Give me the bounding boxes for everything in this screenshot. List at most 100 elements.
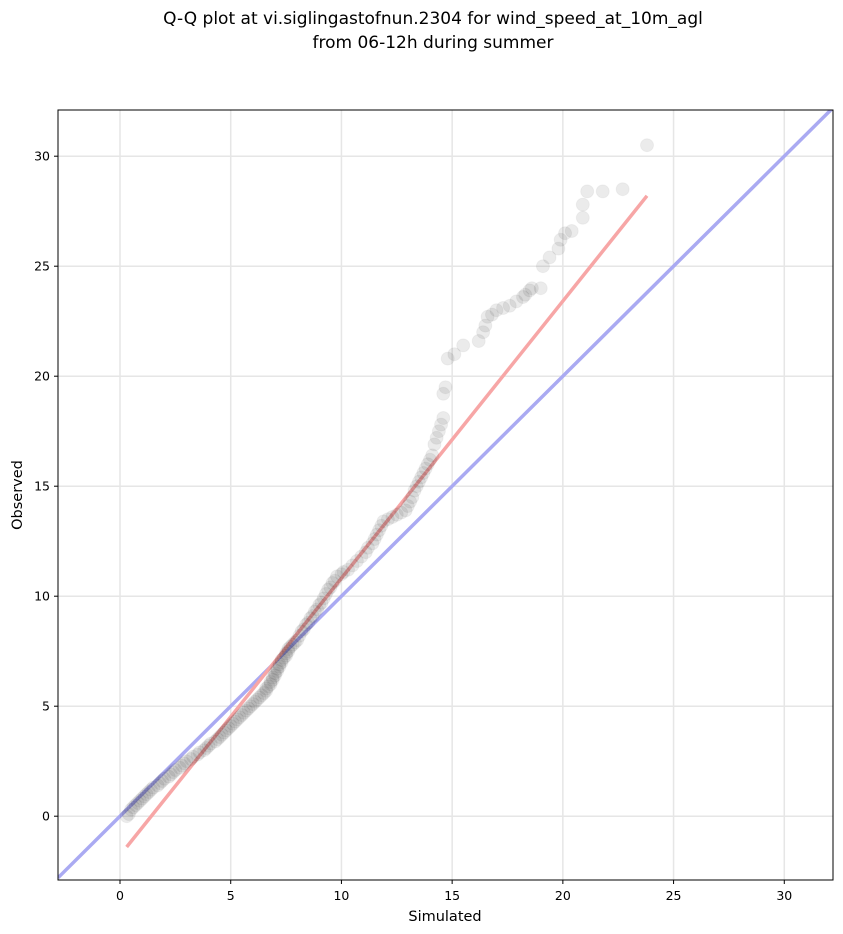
data-point [261,679,276,694]
quantile-points [119,138,654,824]
data-point [303,611,318,626]
data-point [287,635,302,650]
data-point [121,807,136,821]
data-point [420,457,435,472]
data-point [425,448,440,463]
data-point [228,714,243,729]
data-point [285,637,300,652]
data-point [199,741,214,755]
data-point [516,290,530,304]
data-point [580,184,595,199]
data-point [272,659,287,674]
data-point [276,650,291,665]
x-tick-label-30: 30 [776,888,792,903]
data-point [210,732,225,747]
data-point [509,294,524,309]
data-point [177,756,192,771]
data-point [535,259,550,274]
data-point [440,351,455,366]
data-point [294,624,309,639]
data-point [414,470,429,485]
data-point [130,796,145,810]
data-point [268,668,282,683]
data-point [409,479,424,494]
data-point [250,692,265,707]
data-point [358,545,373,560]
data-point [245,697,260,711]
data-point [152,776,167,791]
data-point [232,710,247,725]
data-point [438,380,453,395]
data-point [595,184,610,199]
data-point [478,318,493,333]
data-point [434,417,449,432]
data-point [223,719,238,733]
x-tick-label-20: 20 [555,888,571,903]
data-point [476,325,491,340]
data-point [230,712,245,727]
data-point [281,642,296,656]
data-point [553,232,568,247]
data-point [124,802,139,817]
grid-lines [58,110,833,880]
y-axis-label: Observed [10,460,26,530]
data-point [144,782,158,797]
data-point [263,677,278,692]
data-point [305,609,320,623]
data-point [394,505,409,520]
data-point [225,716,240,731]
data-point [132,793,147,808]
data-point [411,474,426,489]
data-point [318,587,333,601]
data-point [496,301,511,315]
y-axis-ticks: 0 5 10 15 20 25 30 [34,149,58,824]
data-point [263,675,278,689]
data-point [292,628,307,643]
x-tick-label-10: 10 [333,888,349,903]
data-point [272,657,287,672]
data-point [341,562,356,577]
data-point [385,510,400,524]
data-point [270,661,285,676]
data-point [369,527,384,542]
data-point [141,785,156,799]
y-tick-label-15: 15 [34,479,50,494]
y-tick-label-0: 0 [42,809,50,824]
data-point [307,604,322,619]
chart-title-line-2: from 06-12h during summer [313,33,554,53]
data-point [146,780,161,795]
data-point [436,411,451,425]
data-point [166,765,181,780]
data-point [279,648,294,663]
data-point [489,303,504,318]
data-point [405,490,420,505]
data-point [186,749,201,764]
y-tick-label-5: 5 [42,699,50,714]
data-point [283,639,298,654]
data-point [542,250,557,265]
data-point [345,558,360,573]
data-point [575,210,590,225]
data-point [427,437,442,452]
data-point [575,197,590,212]
fit-line [125,194,649,849]
data-point [157,771,172,786]
data-point [299,617,313,632]
data-point [161,769,176,784]
data-point [407,483,422,498]
data-point [183,752,198,766]
data-point [312,598,327,612]
data-point [197,743,212,758]
data-point [135,791,150,806]
y-tick-label-10: 10 [34,589,50,604]
data-point [431,424,446,439]
data-point [389,507,404,522]
data-point [336,565,351,579]
data-point [436,386,451,401]
data-point [533,281,548,296]
y-tick-label-30: 30 [34,149,50,164]
data-point [334,567,349,582]
data-point [400,499,415,513]
data-point [314,595,329,610]
